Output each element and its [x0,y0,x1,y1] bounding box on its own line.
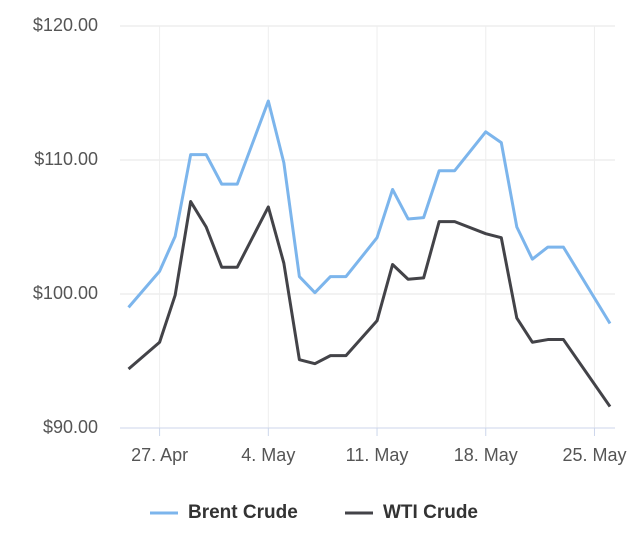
series-line [127,200,612,408]
legend-label: Brent Crude [188,502,298,523]
x-tick-label: 18. May [454,445,518,465]
x-tick-label: 4. May [241,445,295,465]
legend-label: WTI Crude [383,502,478,523]
x-tick-label: 25. May [562,445,626,465]
series-line [127,99,612,325]
y-tick-label: $120.00 [33,15,98,35]
y-tick-label: $100.00 [33,283,98,303]
y-tick-label: $110.00 [34,149,98,169]
x-tick-label: 27. Apr [131,445,188,465]
x-tick-label: 11. May [346,445,409,465]
y-tick-label: $90.00 [43,417,98,437]
